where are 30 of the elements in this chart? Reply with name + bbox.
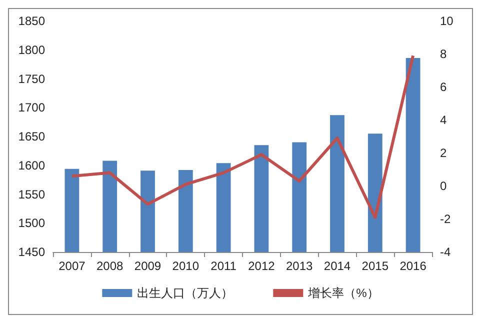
y2-tick-label: -4 (440, 245, 451, 259)
legend-label: 出生人口（万人） (137, 286, 234, 300)
line-series (70, 54, 415, 219)
y2-tick-label: 0 (440, 179, 447, 193)
y-tick-label: 1800 (18, 42, 46, 57)
y-tick-label: 1450 (18, 245, 46, 259)
x-tick-label: 2016 (400, 259, 427, 273)
legend-label: 增长率（%） (307, 286, 379, 300)
y-tick-label: 1750 (18, 72, 46, 86)
y-tick-label: 1550 (18, 187, 46, 202)
x-tick-label: 2010 (172, 259, 200, 273)
y2-tick-label: 2 (440, 146, 447, 160)
x-tick-label: 2009 (134, 259, 162, 273)
y-tick-label: 1650 (18, 130, 46, 144)
y2-tick-label: 4 (440, 113, 447, 127)
y-tick-label: 1850 (18, 14, 46, 28)
y-tick-label: 1500 (18, 216, 46, 230)
x-tick-label: 2008 (96, 259, 124, 273)
y2-tick-label: 10 (440, 14, 454, 28)
x-tick-label: 2014 (324, 259, 351, 273)
x-tick-label: 2011 (210, 259, 237, 273)
y2-tick-label: 8 (440, 47, 447, 61)
y-tick-label: 1700 (18, 100, 46, 115)
y2-tick-label: 6 (440, 80, 447, 94)
x-tick-label: 2013 (286, 259, 314, 273)
x-tick-label: 2012 (248, 259, 276, 273)
y-tick-label: 1600 (18, 158, 46, 172)
x-tick-label: 2007 (58, 259, 86, 273)
y2-tick-label: -2 (440, 212, 451, 226)
x-tick-label: 2015 (362, 259, 389, 273)
